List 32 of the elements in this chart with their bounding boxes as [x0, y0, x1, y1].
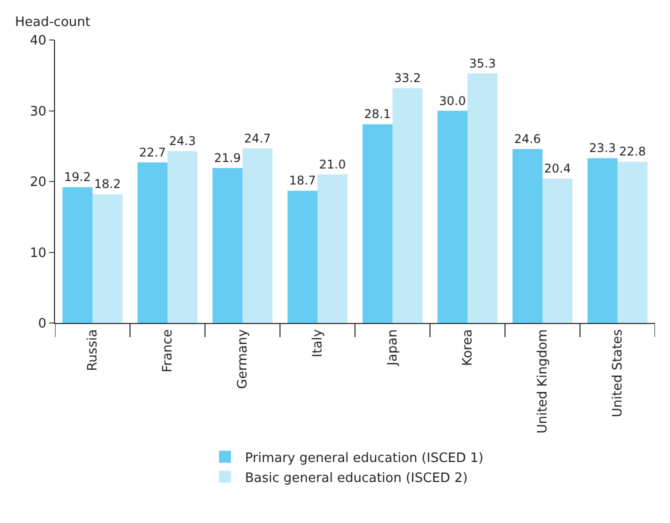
- legend-label: Primary general education (ISCED 1): [245, 450, 484, 466]
- data-label: 20.4: [544, 162, 571, 176]
- x-tick-label: France: [160, 329, 176, 372]
- y-tick-label: 20: [30, 175, 46, 190]
- y-axis-title: Head-count: [15, 15, 90, 30]
- data-label: 18.2: [94, 177, 121, 192]
- y-tick-label: 0: [38, 316, 46, 332]
- data-label: 22.7: [139, 145, 166, 160]
- data-label: 30.0: [439, 94, 466, 108]
- x-tick-label: United Kingdom: [536, 329, 551, 434]
- x-tick-label: Germany: [236, 328, 251, 389]
- data-label: 18.7: [289, 174, 316, 188]
- y-tick-label: 10: [30, 246, 46, 261]
- x-tick-label: Russia: [86, 329, 101, 372]
- data-label: 24.3: [169, 134, 196, 148]
- data-label: 24.7: [244, 131, 271, 146]
- y-tick-label: 30: [30, 104, 46, 120]
- data-label: 22.8: [619, 144, 646, 159]
- data-label: 21.9: [214, 151, 241, 166]
- x-tick-label: Korea: [460, 329, 476, 366]
- y-tick-label: 40: [30, 34, 46, 49]
- data-label: 33.2: [394, 71, 421, 86]
- data-label: 35.3: [469, 56, 496, 70]
- data-label: 23.3: [589, 141, 616, 156]
- data-label: 21.0: [319, 157, 346, 172]
- x-tick-label: United States: [610, 328, 626, 418]
- x-tick-label: Italy: [310, 328, 326, 358]
- legend-label: Basic general education (ISCED 2): [245, 470, 468, 486]
- x-tick-label: Japan: [386, 329, 401, 366]
- data-label: 28.1: [364, 107, 391, 122]
- data-label: 19.2: [64, 170, 91, 184]
- data-label: 24.6: [514, 132, 541, 146]
